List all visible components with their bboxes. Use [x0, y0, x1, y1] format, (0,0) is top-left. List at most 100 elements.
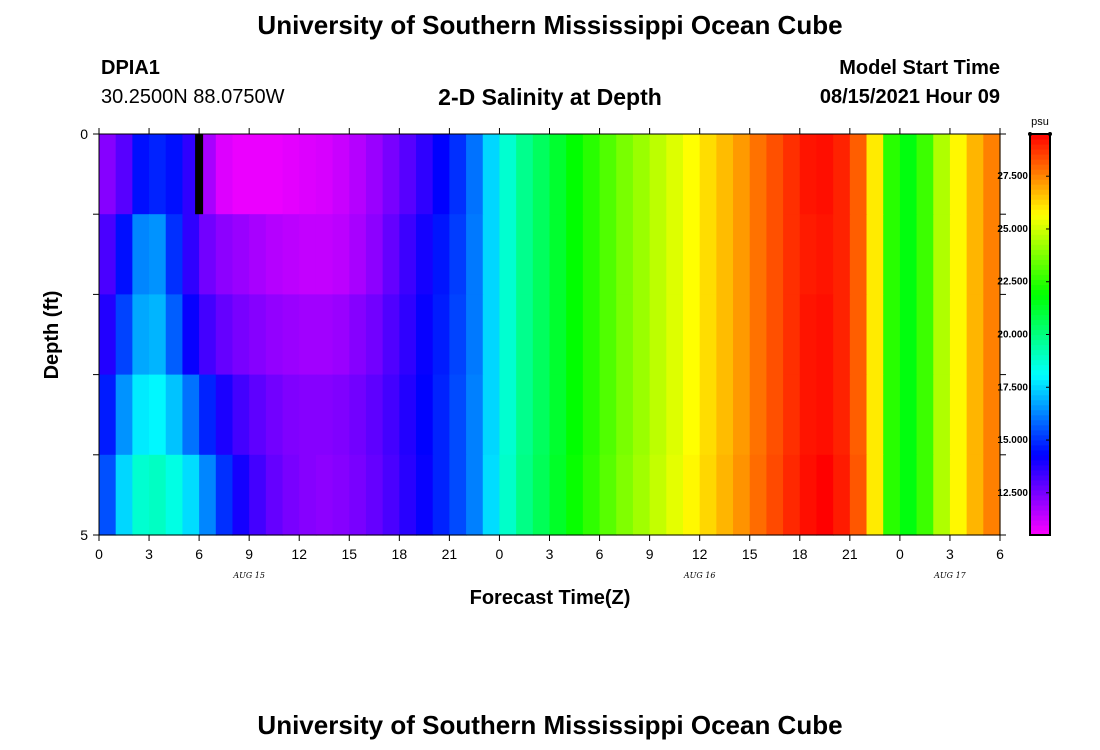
colorbar-segment [1030, 369, 1050, 376]
heatmap-cell [482, 294, 501, 376]
heatmap-cell [733, 214, 751, 295]
heatmap-cell [716, 374, 734, 456]
colorbar-segment [1030, 379, 1050, 386]
colorbar-tick-label: 25.000 [997, 224, 1028, 235]
heatmap-cell [933, 454, 951, 536]
colorbar-segment [1030, 374, 1050, 381]
x-tick-label: 3 [145, 546, 153, 562]
heatmap-cell [132, 134, 150, 215]
heatmap-cell [132, 294, 150, 376]
heatmap-cell [149, 294, 167, 376]
heatmap-cell [582, 454, 601, 536]
x-axis-title: Forecast Time(Z) [470, 587, 631, 609]
heatmap-cell [933, 294, 951, 376]
colorbar-segment [1030, 384, 1050, 391]
heatmap-cell [299, 134, 317, 215]
x-tick-label: 21 [842, 546, 858, 562]
heatmap-cell [149, 374, 167, 456]
heatmap-cell [399, 294, 417, 376]
heatmap-cell [365, 134, 384, 215]
heatmap-cell [132, 454, 150, 536]
heatmap-cell [332, 294, 350, 376]
heatmap-cell [616, 454, 634, 536]
colorbar-segment [1030, 189, 1050, 195]
heatmap-cell [449, 454, 467, 536]
heatmap-cell [833, 214, 851, 295]
heatmap-cell [833, 454, 851, 536]
heatmap-cell [799, 134, 818, 215]
heatmap-cell [549, 134, 567, 215]
colorbar-segment [1030, 494, 1050, 501]
colorbar-segment [1030, 334, 1050, 341]
heatmap-cell [666, 134, 684, 215]
date-label: AUG 16 [683, 571, 716, 580]
colorbar-segment [1030, 249, 1050, 255]
colorbar-segment [1030, 474, 1050, 481]
colorbar-segment [1030, 244, 1050, 250]
heatmap-cell [682, 374, 701, 456]
heatmap-cell [349, 214, 367, 295]
heatmap-cell [699, 454, 717, 536]
y-axis: 05 [80, 126, 1006, 543]
heatmap-cell [566, 374, 584, 456]
heatmap-cell [916, 454, 934, 536]
heatmap-cell [482, 374, 501, 456]
heatmap-cell [899, 134, 918, 215]
missing-data-mark [195, 134, 204, 215]
colorbar-segment [1030, 469, 1050, 476]
colorbar-segment [1030, 329, 1050, 336]
heatmap-cell [849, 134, 868, 215]
x-tick-label: 0 [496, 546, 504, 562]
heatmap-cell [616, 374, 634, 456]
heatmap-cell [365, 214, 384, 295]
heatmap-cell [883, 134, 901, 215]
heatmap-cell [482, 454, 501, 536]
heatmap-cell [282, 214, 300, 295]
heatmap-cell [215, 374, 234, 456]
heatmap-cell [349, 294, 367, 376]
heatmap-cell [716, 214, 734, 295]
heatmap-cell [365, 294, 384, 376]
x-tick-label: 3 [946, 546, 954, 562]
heatmap-cell [232, 374, 250, 456]
heatmap-cell [816, 454, 834, 536]
heatmap-cell [949, 214, 968, 295]
heatmap-cell [616, 134, 634, 215]
colorbar-segment [1030, 309, 1050, 316]
heatmap-cell [315, 134, 334, 215]
model-start-value: 08/15/2021 Hour 09 [819, 86, 1000, 108]
heatmap-cell [983, 374, 1001, 456]
heatmap-cell [432, 294, 450, 376]
heatmap-cell [899, 454, 918, 536]
heatmap-cell [482, 214, 501, 295]
heatmap-cell [449, 134, 467, 215]
heatmap-cell [399, 134, 417, 215]
heatmap-cell [165, 374, 184, 456]
heatmap-cell [749, 374, 768, 456]
heatmap-cell [516, 374, 534, 456]
heatmap-cell [899, 214, 918, 295]
heatmap-cell [516, 294, 534, 376]
heatmap-cell [966, 294, 984, 376]
colorbar-segment [1030, 464, 1050, 471]
colorbar-segment [1030, 214, 1050, 220]
colorbar-segment [1030, 484, 1050, 491]
heatmap-cell [199, 214, 217, 295]
heatmap-cell [215, 454, 234, 536]
colorbar-segment [1030, 184, 1050, 190]
x-tick-label: 6 [195, 546, 203, 562]
heatmap-cell [632, 294, 651, 376]
heatmap-cell [549, 294, 567, 376]
heatmap-cell [282, 294, 300, 376]
heatmap-cell [532, 454, 551, 536]
heatmap-cell [249, 454, 267, 536]
x-tick-label: 15 [742, 546, 758, 562]
heatmap-cell [599, 294, 617, 376]
heatmap-cell [115, 454, 133, 536]
heatmap-cell [582, 374, 601, 456]
heatmap-cell [749, 454, 768, 536]
heatmap-cell [165, 214, 184, 295]
colorbar-segment [1030, 164, 1050, 170]
heatmap-cell [783, 214, 801, 295]
heatmap-cell [733, 454, 751, 536]
